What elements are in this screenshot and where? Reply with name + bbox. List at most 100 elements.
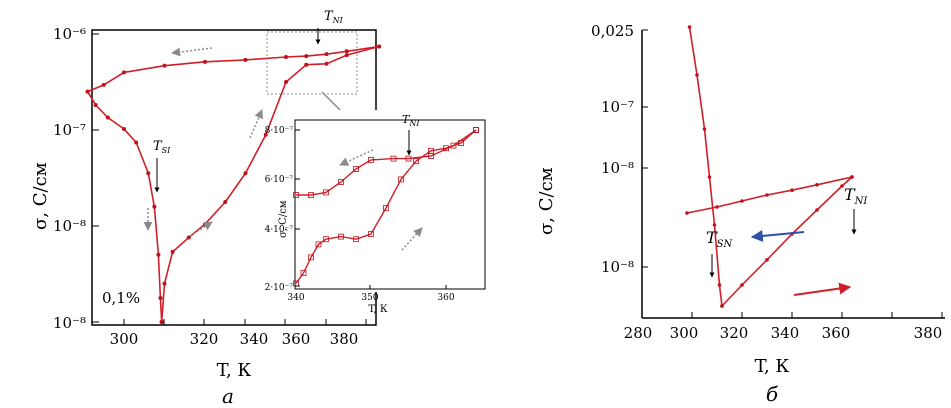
inset-curves-point-1-11 [428,147,434,154]
a-xtick-340: 340 [240,330,269,348]
b-y-axis-label: σ, С/см [536,167,557,235]
b-arrow-blue [750,229,805,242]
inset-curves-point-1-10 [413,158,419,165]
inset-ytick-6: 6·10⁻⁷ [265,175,294,185]
a-xtick-360: 360 [282,330,311,348]
inset-curves-point-1-3 [315,241,322,248]
b-xtick-320: 320 [720,324,749,342]
a-curves-point-2-9 [304,62,309,67]
inset-curves-point-1-7 [368,231,374,237]
b-curves-point-1-5 [840,184,844,188]
inset-curves-point-1-13 [458,140,464,146]
b-x-axis-label: T, К [755,356,790,377]
a-curves-point-2-2 [170,249,175,254]
panel-b-curves [685,25,854,308]
a-xtick-380: 380 [330,330,359,348]
panel-a: 10⁻⁶ 10⁻⁷ 10⁻⁸ 10⁻⁸ 300 320 340 360 380 … [30,9,486,408]
a-curves-point-2-11 [344,53,349,58]
a-ytick-4: 10⁻⁸ [53,314,86,332]
inset-tni-label: TNI [402,113,420,128]
a-curves-point-1-6 [152,204,157,209]
b-curves-series-line-0 [688,26,723,307]
b-curves-point-2-1 [815,183,819,187]
a-zoom-box [266,31,358,95]
a-curves-point-1-3 [122,127,126,132]
b-curves-point-2-5 [715,205,719,209]
b-xtick-300: 300 [670,324,699,342]
a-curves-point-1-1 [93,103,98,108]
b-curves-point-0-5 [717,283,722,287]
inset-curves-point-1-2 [308,254,314,261]
a-curves-series-line-1 [86,91,163,323]
a-tni-label: TNI [324,9,344,25]
panel-b: 0,025 10⁻⁷ 10⁻⁸ 10⁻⁸ 280 300 320 340 360… [536,22,945,406]
inset-y-axis-label: σ, С/см [278,200,289,238]
inset-ytick-8: 8·10⁻⁷ [265,126,294,136]
inset-curves-point-0-5 [368,156,374,163]
a-curves-point-0-7 [162,63,167,68]
b-xtick-340: 340 [771,324,800,342]
b-curves-point-0-0 [687,25,692,29]
a-curves-point-2-7 [263,132,268,137]
a-xtick-300: 300 [110,330,139,348]
b-panel-letter: б [766,382,779,406]
a-xtick-320: 320 [190,330,219,348]
inset-curves-point-0-9 [308,192,314,198]
panel-a-y-ticks: 10⁻⁶ 10⁻⁷ 10⁻⁸ 10⁻⁸ [53,25,99,332]
inset-bg [277,110,485,292]
a-curves-point-2-12 [377,44,382,49]
inset-curves-point-0-7 [338,179,344,185]
inset-curves-series-line-0 [296,129,477,196]
b-curves-point-1-0 [720,304,724,308]
a-ytick-3: 10⁻⁸ [53,217,86,235]
a-curves-point-2-10 [324,61,329,66]
a-curves-point-1-7 [156,252,161,257]
a-curves-point-1-8 [158,296,163,300]
a-curves-point-0-9 [101,82,106,87]
b-curves-point-0-2 [702,127,707,131]
inset-xtick-350: 350 [361,293,378,303]
a-panel-letter: а [222,384,234,408]
a-ytick-2: 10⁻⁷ [53,121,86,139]
b-xtick-380: 380 [914,324,943,342]
a-curves-point-0-4 [284,55,288,60]
inset-frame [294,119,486,290]
inset-arrow-heat [401,227,423,251]
a-curves-point-0-6 [203,59,207,64]
inset-curves-point-0-6 [353,166,359,172]
a-curves-point-2-3 [186,235,191,240]
b-ytick-4: 10⁻⁸ [601,258,634,276]
a-curves-point-2-5 [223,200,228,204]
b-curves-point-2-0 [850,175,854,179]
a-y-axis-label: σ, С/см [30,162,51,230]
panel-a-x-ticks: 300 320 340 360 380 [110,319,367,348]
a-arrow-cooling [171,47,213,57]
inset-ytick-2: 2·10⁻⁷ [265,283,294,293]
inset-curves-point-0-3 [405,155,412,162]
a-arrow-heat-1 [189,221,213,237]
inset-curves [293,127,479,287]
a-ytick-1: 10⁻⁶ [53,25,86,43]
a-curves-point-2-1 [162,281,167,286]
panel-b-x-ticks: 280 300 320 340 360 380 [624,312,943,342]
a-curves-point-0-2 [324,52,329,57]
inset-curves-point-1-8 [383,205,389,211]
a-curves-point-1-2 [105,115,110,120]
a-curves-series-line-0 [87,45,380,93]
inset-curves-point-0-10 [293,192,299,198]
panel-a-curves [85,44,382,324]
inset-curves-point-1-6 [353,236,359,243]
inset-curves-point-1-9 [398,176,404,183]
b-curves-point-1-4 [815,208,819,212]
a-curves-point-2-4 [203,222,207,227]
inset-curves-point-1-4 [323,236,329,243]
inset: 8·10⁻⁷ 6·10⁻⁷ 4·10⁻⁷ 2·10⁻⁷ 340 350 360 … [265,110,486,315]
a-curves-point-0-5 [243,57,248,62]
b-curves-point-1-2 [765,258,769,262]
b-xtick-280: 280 [624,324,653,342]
a-x-axis-label: T, К [217,360,252,381]
b-curves-point-0-3 [707,175,712,179]
inset-curves-point-0-4 [390,155,397,162]
a-curves-point-2-0 [159,320,164,324]
b-arrow-red [793,282,852,296]
